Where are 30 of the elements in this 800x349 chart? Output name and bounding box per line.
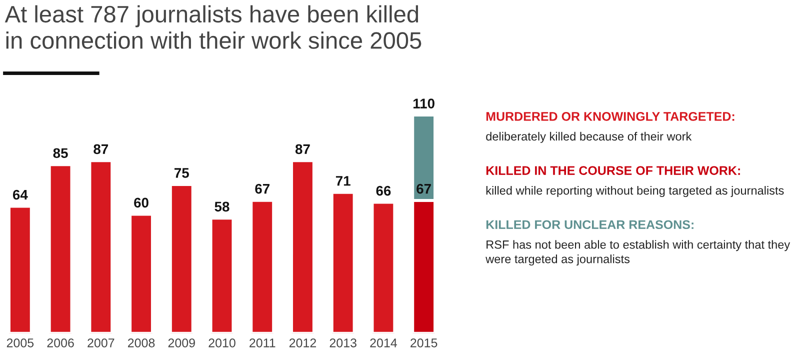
x-tick-label: 2015 [410, 338, 438, 348]
x-tick-label: 2009 [168, 338, 195, 348]
text: RSF has not been able to establish with certainty that they were targeted as journalists [486, 240, 790, 266]
data-label: 58 [214, 202, 230, 212]
chart-title: At least 787 journalists have been killed in connection with their work since 2005 [4, 5, 422, 49]
data-label: 66 [376, 186, 391, 196]
x-tick-label: 2007 [88, 338, 114, 348]
text: MURDERED OR KNOWINGLY TARGETED: [486, 112, 734, 121]
text: KILLED IN THE COURSE OF THEIR WORK: [486, 166, 740, 175]
x-tick-label: 2008 [128, 338, 155, 348]
text: killed while reporting without being targeted as journalists [486, 186, 784, 198]
data-label: 87 [295, 144, 310, 154]
x-tick-label: 2011 [250, 338, 276, 348]
text: KILLED FOR UNCLEAR REASONS: [486, 220, 694, 230]
x-tick-label: 2005 [6, 338, 34, 348]
x-tick-label: 2006 [47, 338, 74, 348]
data-label: 85 [53, 148, 68, 158]
data-label: 75 [174, 168, 189, 178]
x-tick-label: 2014 [370, 338, 397, 348]
x-tick-label: 2010 [208, 338, 236, 348]
x-tick-label: 2012 [289, 338, 316, 348]
data-label: 71 [336, 176, 350, 186]
x-tick-label: 2013 [330, 338, 356, 348]
data-label: 64 [12, 190, 28, 200]
data-label: 60 [134, 198, 148, 208]
data-label: 67 [255, 184, 270, 194]
text: deliberately killed because of their work [486, 132, 692, 143]
data-label: 67 [416, 184, 431, 194]
data-label: 87 [94, 144, 108, 154]
total-label: 110 [413, 98, 434, 108]
